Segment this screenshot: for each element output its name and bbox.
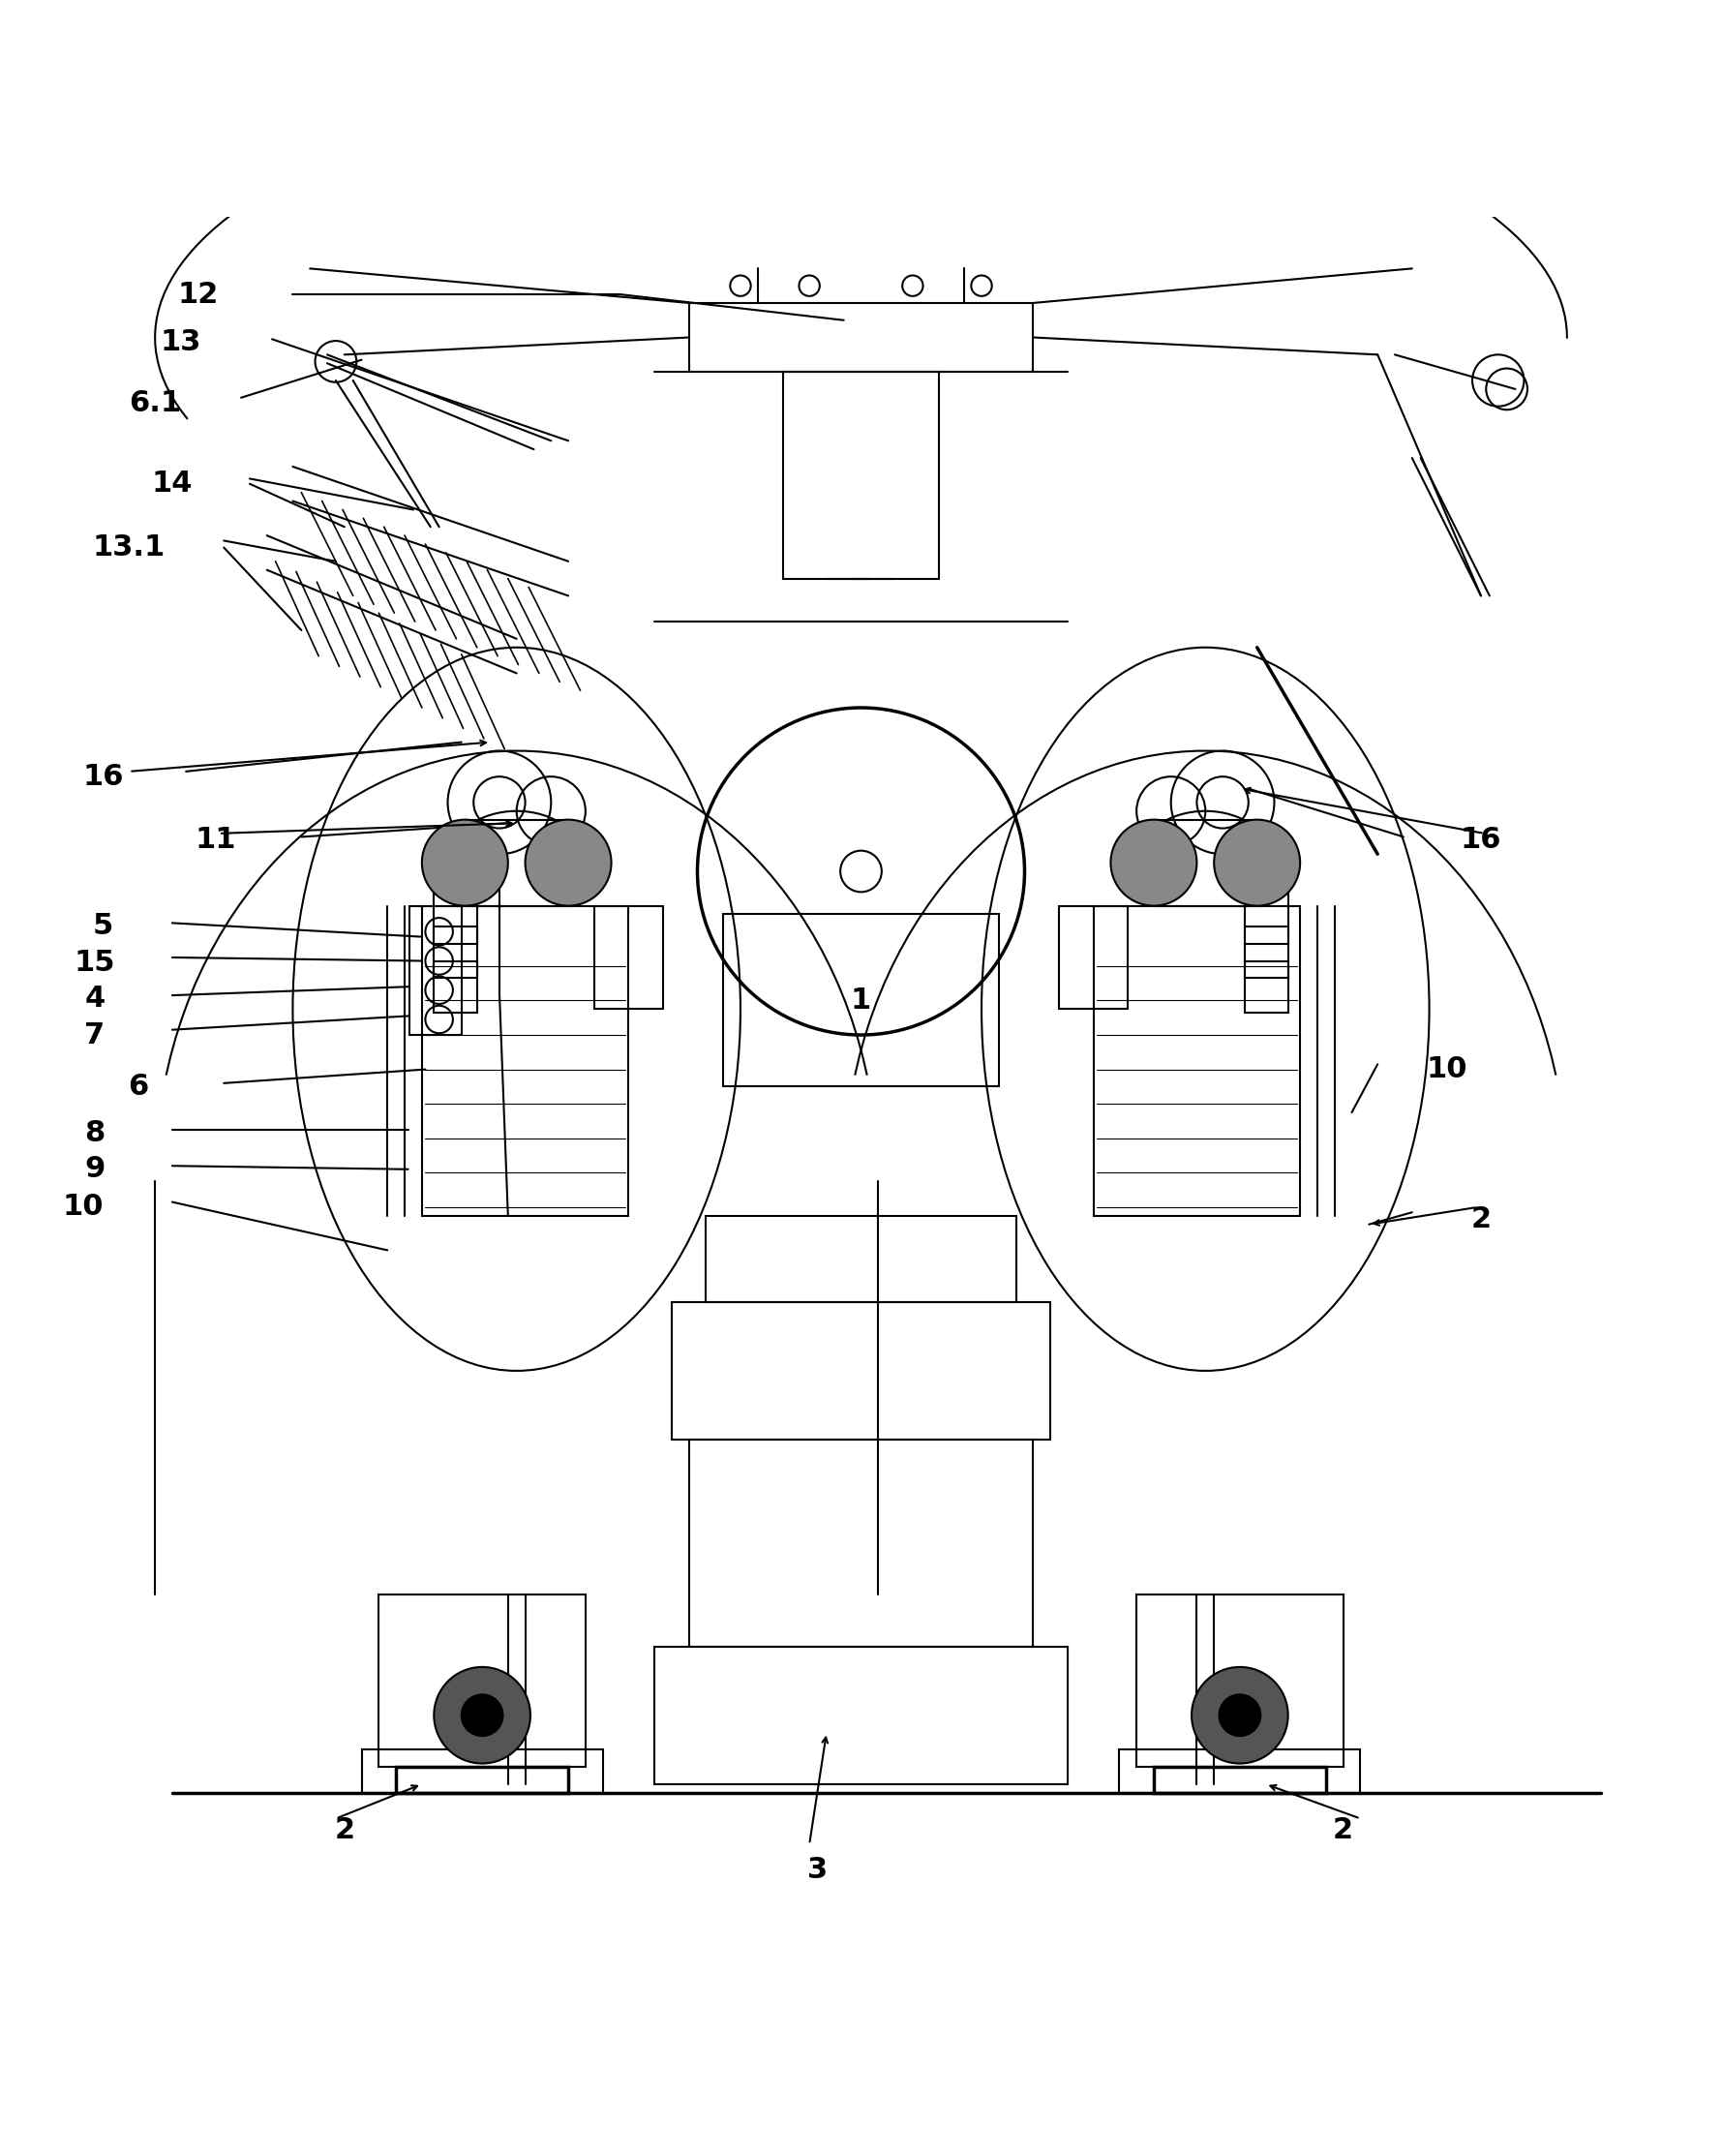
Text: 15: 15 <box>74 949 115 977</box>
Circle shape <box>1192 1667 1288 1764</box>
Text: 7: 7 <box>84 1022 105 1050</box>
Bar <box>434 927 477 979</box>
Text: 8: 8 <box>84 1119 105 1147</box>
Bar <box>1245 927 1288 979</box>
Text: 1: 1 <box>851 987 871 1015</box>
Text: 10: 10 <box>62 1192 103 1220</box>
Bar <box>1154 1768 1326 1794</box>
Circle shape <box>422 819 508 906</box>
Bar <box>1245 893 1288 944</box>
Text: 2: 2 <box>334 1818 355 1846</box>
Bar <box>362 1751 603 1794</box>
Bar <box>434 893 477 944</box>
Bar <box>689 1440 1033 1647</box>
Bar <box>723 914 999 1087</box>
Text: 6: 6 <box>127 1072 148 1102</box>
Text: 5: 5 <box>93 912 114 940</box>
Bar <box>422 906 629 1216</box>
Bar <box>1059 906 1128 1009</box>
Bar <box>1093 906 1300 1216</box>
Text: 4: 4 <box>84 985 105 1013</box>
Text: 9: 9 <box>84 1156 105 1184</box>
Text: 11: 11 <box>195 826 236 854</box>
Circle shape <box>1214 819 1300 906</box>
Circle shape <box>461 1695 503 1736</box>
Bar <box>689 304 1033 371</box>
Text: 13.1: 13.1 <box>93 533 165 561</box>
Text: 10: 10 <box>1426 1054 1467 1084</box>
Text: 16: 16 <box>1460 826 1502 854</box>
Bar <box>434 962 477 1013</box>
Bar <box>654 1647 1068 1785</box>
Text: 6.1: 6.1 <box>129 388 181 416</box>
Bar <box>1137 1595 1343 1768</box>
Text: 14: 14 <box>152 470 193 498</box>
Bar <box>410 906 461 1035</box>
Text: 12: 12 <box>177 280 219 308</box>
Bar <box>1245 962 1288 1013</box>
Circle shape <box>1111 819 1197 906</box>
Bar <box>379 1595 585 1768</box>
Circle shape <box>525 819 611 906</box>
Text: 16: 16 <box>83 763 124 791</box>
Circle shape <box>1219 1695 1261 1736</box>
Text: 2: 2 <box>1471 1205 1491 1233</box>
Bar <box>1119 1751 1360 1794</box>
Bar <box>396 1768 568 1794</box>
Circle shape <box>840 852 882 893</box>
Circle shape <box>434 1667 530 1764</box>
Bar <box>784 371 938 578</box>
Text: 2: 2 <box>1333 1818 1353 1846</box>
Bar <box>594 906 663 1009</box>
Bar <box>706 1216 1016 1302</box>
Bar <box>672 1302 1050 1440</box>
Text: 13: 13 <box>160 328 201 356</box>
Text: 3: 3 <box>808 1856 828 1884</box>
